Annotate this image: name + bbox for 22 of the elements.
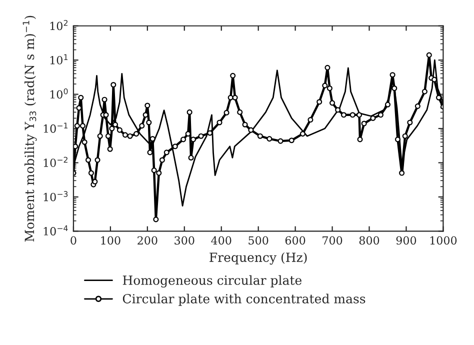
x-tick-label: 600 xyxy=(285,236,306,245)
y-tick-label: 10$^{0}$ xyxy=(50,88,68,99)
x-tick-label: 0 xyxy=(70,236,76,245)
x-tick-label: 1000 xyxy=(430,236,457,245)
x-tick-label: 800 xyxy=(359,236,380,245)
x-tick-label: 700 xyxy=(322,236,342,245)
x-axis-title: Frequency (Hz) xyxy=(210,252,307,265)
x-tick-label: 400 xyxy=(211,236,232,245)
y-tick-label: 10$^{2}$ xyxy=(50,20,68,30)
y-tick-label: 10$^{−1}$ xyxy=(44,122,68,133)
x-tick-label: 200 xyxy=(138,236,158,245)
y-tick-label: 10$^{−4}$ xyxy=(44,225,68,236)
y-axis-title: Moment mobility Y$_{33}$ (rad(N s m)$^{−1}$) xyxy=(22,16,37,242)
x-tick-label: 300 xyxy=(174,236,194,245)
x-tick-label: 500 xyxy=(248,236,268,245)
legend-label: Homogeneous circular plate xyxy=(122,275,302,288)
legend-label: Circular plate with concentrated mass xyxy=(122,294,366,306)
x-tick-label: 900 xyxy=(396,236,416,245)
y-tick-label: 10$^{−3}$ xyxy=(44,191,68,202)
x-tick-label: 100 xyxy=(101,236,120,245)
y-tick-label: 10$^{1}$ xyxy=(50,54,68,64)
y-tick-label: 10$^{−2}$ xyxy=(44,156,68,168)
